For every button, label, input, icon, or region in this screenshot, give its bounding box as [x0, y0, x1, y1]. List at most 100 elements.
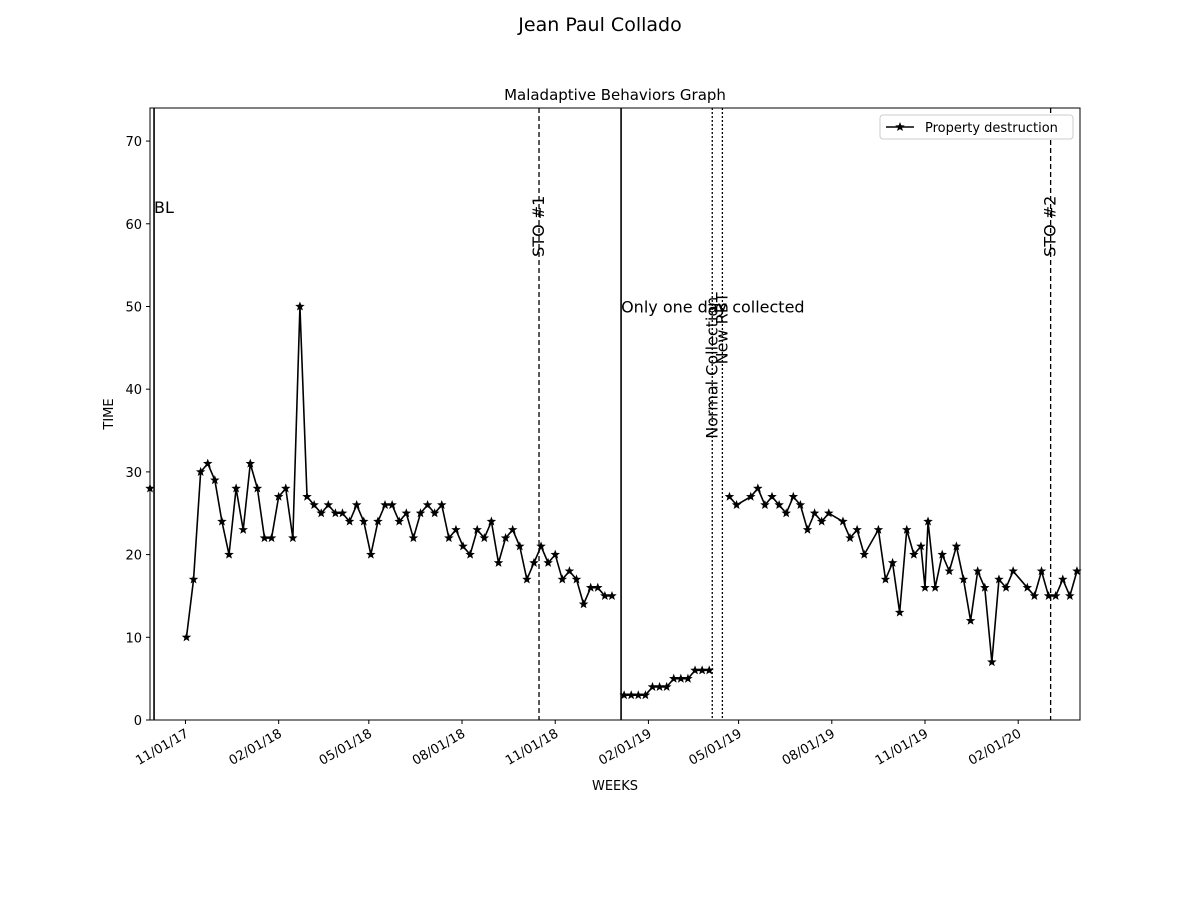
data-point — [600, 590, 610, 600]
data-point — [1036, 566, 1047, 576]
data-point — [760, 499, 770, 510]
y-tick-label: 20 — [125, 549, 142, 564]
data-point — [493, 557, 504, 567]
series-layer — [145, 301, 1082, 700]
phase-label: STO #1 — [529, 196, 548, 257]
data-point — [880, 574, 891, 584]
x-tick-label: 05/01/19 — [687, 726, 745, 768]
y-axis-label: TIME — [102, 398, 117, 430]
data-point — [408, 533, 419, 543]
y-axis: 0 10 20 30 40 50 60 70 — [125, 135, 150, 729]
data-point — [1043, 590, 1054, 600]
y-tick-label: 40 — [125, 383, 142, 398]
data-point — [697, 665, 707, 675]
data-point — [633, 690, 644, 700]
data-point — [683, 673, 693, 683]
data-point — [676, 673, 686, 683]
data-point — [1029, 590, 1040, 600]
data-point — [394, 516, 404, 526]
data-point — [654, 681, 665, 691]
data-point — [415, 508, 426, 518]
data-point — [767, 491, 777, 501]
data-point — [387, 499, 397, 510]
data-point — [323, 499, 334, 510]
data-point — [351, 499, 362, 510]
data-point — [273, 491, 284, 501]
data-point — [753, 483, 763, 493]
x-tick-label: 08/01/18 — [410, 726, 468, 768]
phase-label: STO #2 — [1041, 196, 1060, 257]
data-point — [281, 483, 291, 493]
data-point — [887, 557, 898, 567]
data-point — [972, 566, 983, 576]
data-point — [224, 549, 234, 559]
data-point — [1072, 566, 1082, 576]
data-point — [647, 681, 658, 691]
data-point — [380, 499, 390, 510]
data-point — [507, 524, 518, 534]
data-point — [788, 491, 799, 501]
data-point — [316, 508, 326, 518]
data-point — [238, 524, 248, 534]
data-point — [585, 582, 596, 592]
data-point — [479, 533, 490, 543]
data-point — [302, 491, 312, 501]
data-point — [1022, 582, 1033, 592]
data-point — [930, 582, 940, 592]
phase-label: New RBT — [712, 292, 731, 364]
data-point — [781, 508, 791, 518]
legend-box — [879, 114, 1074, 140]
data-point — [210, 475, 220, 485]
data-point — [894, 607, 905, 617]
data-point — [902, 524, 912, 534]
data-point — [724, 491, 735, 501]
data-point — [217, 516, 227, 526]
y-tick-label: 60 — [125, 218, 142, 233]
data-point — [669, 673, 679, 683]
data-point — [1001, 582, 1011, 592]
data-point — [774, 499, 784, 510]
data-point — [965, 615, 976, 625]
data-point — [944, 566, 955, 576]
data-point — [543, 557, 553, 567]
series-line — [728, 486, 1078, 663]
data-point — [500, 533, 511, 543]
data-point — [1050, 590, 1061, 600]
figure-suptitle: Jean Paul Collado — [518, 14, 682, 36]
data-point — [802, 524, 813, 534]
phase-label: Only one day collected — [621, 297, 805, 316]
data-point — [640, 690, 651, 700]
data-point — [607, 590, 617, 600]
data-point — [451, 524, 461, 534]
data-point — [593, 582, 603, 592]
data-point — [429, 508, 440, 518]
data-point — [557, 574, 568, 584]
x-tick-label: 11/01/18 — [503, 726, 561, 768]
data-point — [937, 549, 947, 559]
data-point — [266, 533, 277, 543]
data-point — [987, 657, 997, 667]
data-point — [626, 690, 636, 700]
data-point — [746, 491, 756, 501]
data-point — [295, 301, 305, 311]
x-tick-label: 05/01/18 — [317, 726, 375, 768]
x-tick-label: 08/01/19 — [780, 726, 838, 768]
data-point — [472, 524, 482, 534]
data-point — [661, 681, 672, 691]
data-point — [181, 632, 192, 642]
data-point — [195, 466, 206, 476]
x-tick-label: 02/01/20 — [966, 726, 1024, 768]
x-tick-label: 02/01/18 — [227, 726, 285, 768]
axes-frame — [149, 107, 1081, 721]
data-point — [344, 516, 355, 526]
data-point — [536, 541, 546, 551]
data-point — [1008, 566, 1018, 576]
data-point — [486, 516, 497, 526]
data-point — [188, 574, 199, 584]
data-point — [571, 574, 582, 584]
data-point — [202, 458, 213, 468]
y-tick-label: 50 — [125, 300, 142, 315]
chart-title: Maladaptive Behaviors Graph — [504, 86, 726, 104]
